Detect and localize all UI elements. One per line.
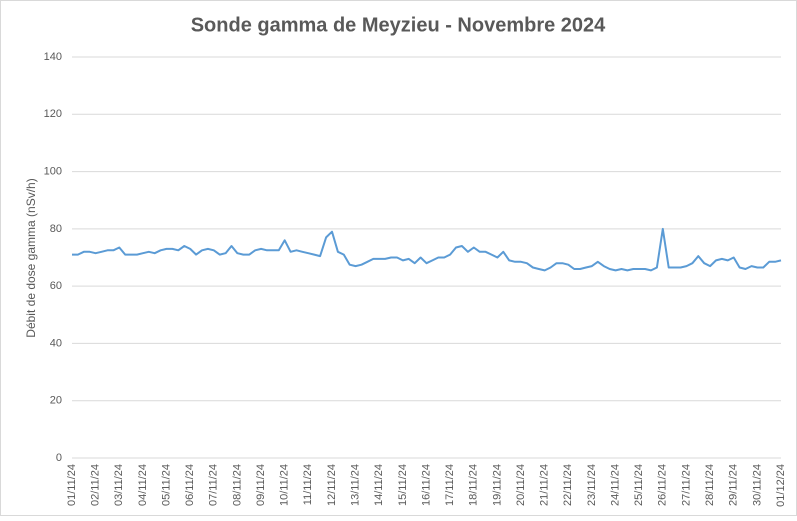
- y-tick-label: 100: [44, 165, 62, 177]
- x-tick-label: 19/11/24: [491, 464, 503, 506]
- chart-title: Sonde gamma de Meyzieu - Novembre 2024: [191, 14, 606, 36]
- y-tick-label: 20: [50, 395, 62, 407]
- x-tick-label: 09/11/24: [255, 464, 267, 506]
- data-line: [72, 227, 782, 272]
- x-tick-label: 07/11/24: [208, 464, 220, 506]
- y-tick-label: 120: [44, 108, 62, 120]
- x-tick-label: 23/11/24: [586, 464, 598, 506]
- x-tick-label: 22/11/24: [562, 464, 574, 506]
- x-tick-label: 24/11/24: [609, 464, 621, 506]
- y-tick-label: 140: [44, 51, 62, 63]
- x-tick-label: 06/11/24: [184, 464, 196, 506]
- x-tick-label: 30/11/24: [751, 464, 763, 506]
- x-tick-label: 18/11/24: [468, 464, 480, 506]
- x-tick-label: 02/11/24: [90, 464, 102, 506]
- x-tick-label: 14/11/24: [373, 464, 385, 506]
- x-tick-label: 08/11/24: [231, 464, 243, 506]
- x-tick-label: 21/11/24: [539, 464, 551, 506]
- x-tick-label: 25/11/24: [633, 464, 645, 506]
- x-tick-label: 12/11/24: [326, 464, 338, 506]
- y-tick-label: 80: [50, 223, 62, 235]
- y-tick-label: 40: [50, 337, 62, 349]
- x-tick-label: 05/11/24: [160, 464, 172, 506]
- x-tick-label: 10/11/24: [279, 464, 291, 506]
- x-tick-label: 01/11/24: [66, 464, 78, 506]
- y-axis-label: Débit de dose gamma (nSv/h): [24, 178, 38, 337]
- x-tick-label: 01/12/24: [775, 464, 787, 507]
- x-tick-label: 13/11/24: [350, 464, 362, 506]
- x-tick-label: 04/11/24: [137, 464, 149, 506]
- x-tick-label: 17/11/24: [444, 464, 456, 506]
- y-tick-label: 60: [50, 280, 62, 292]
- x-tick-label: 27/11/24: [680, 464, 692, 506]
- x-tick-label: 20/11/24: [515, 464, 527, 506]
- x-tick-label: 11/11/24: [302, 464, 314, 505]
- x-tick-label: 29/11/24: [728, 464, 740, 506]
- x-tick-label: 03/11/24: [113, 464, 125, 506]
- x-tick-label: 15/11/24: [397, 464, 409, 506]
- x-tick-label: 26/11/24: [657, 464, 669, 506]
- x-tick-label: 16/11/24: [420, 464, 432, 506]
- y-tick-label: 0: [56, 452, 62, 464]
- x-tick-label: 28/11/24: [704, 464, 716, 506]
